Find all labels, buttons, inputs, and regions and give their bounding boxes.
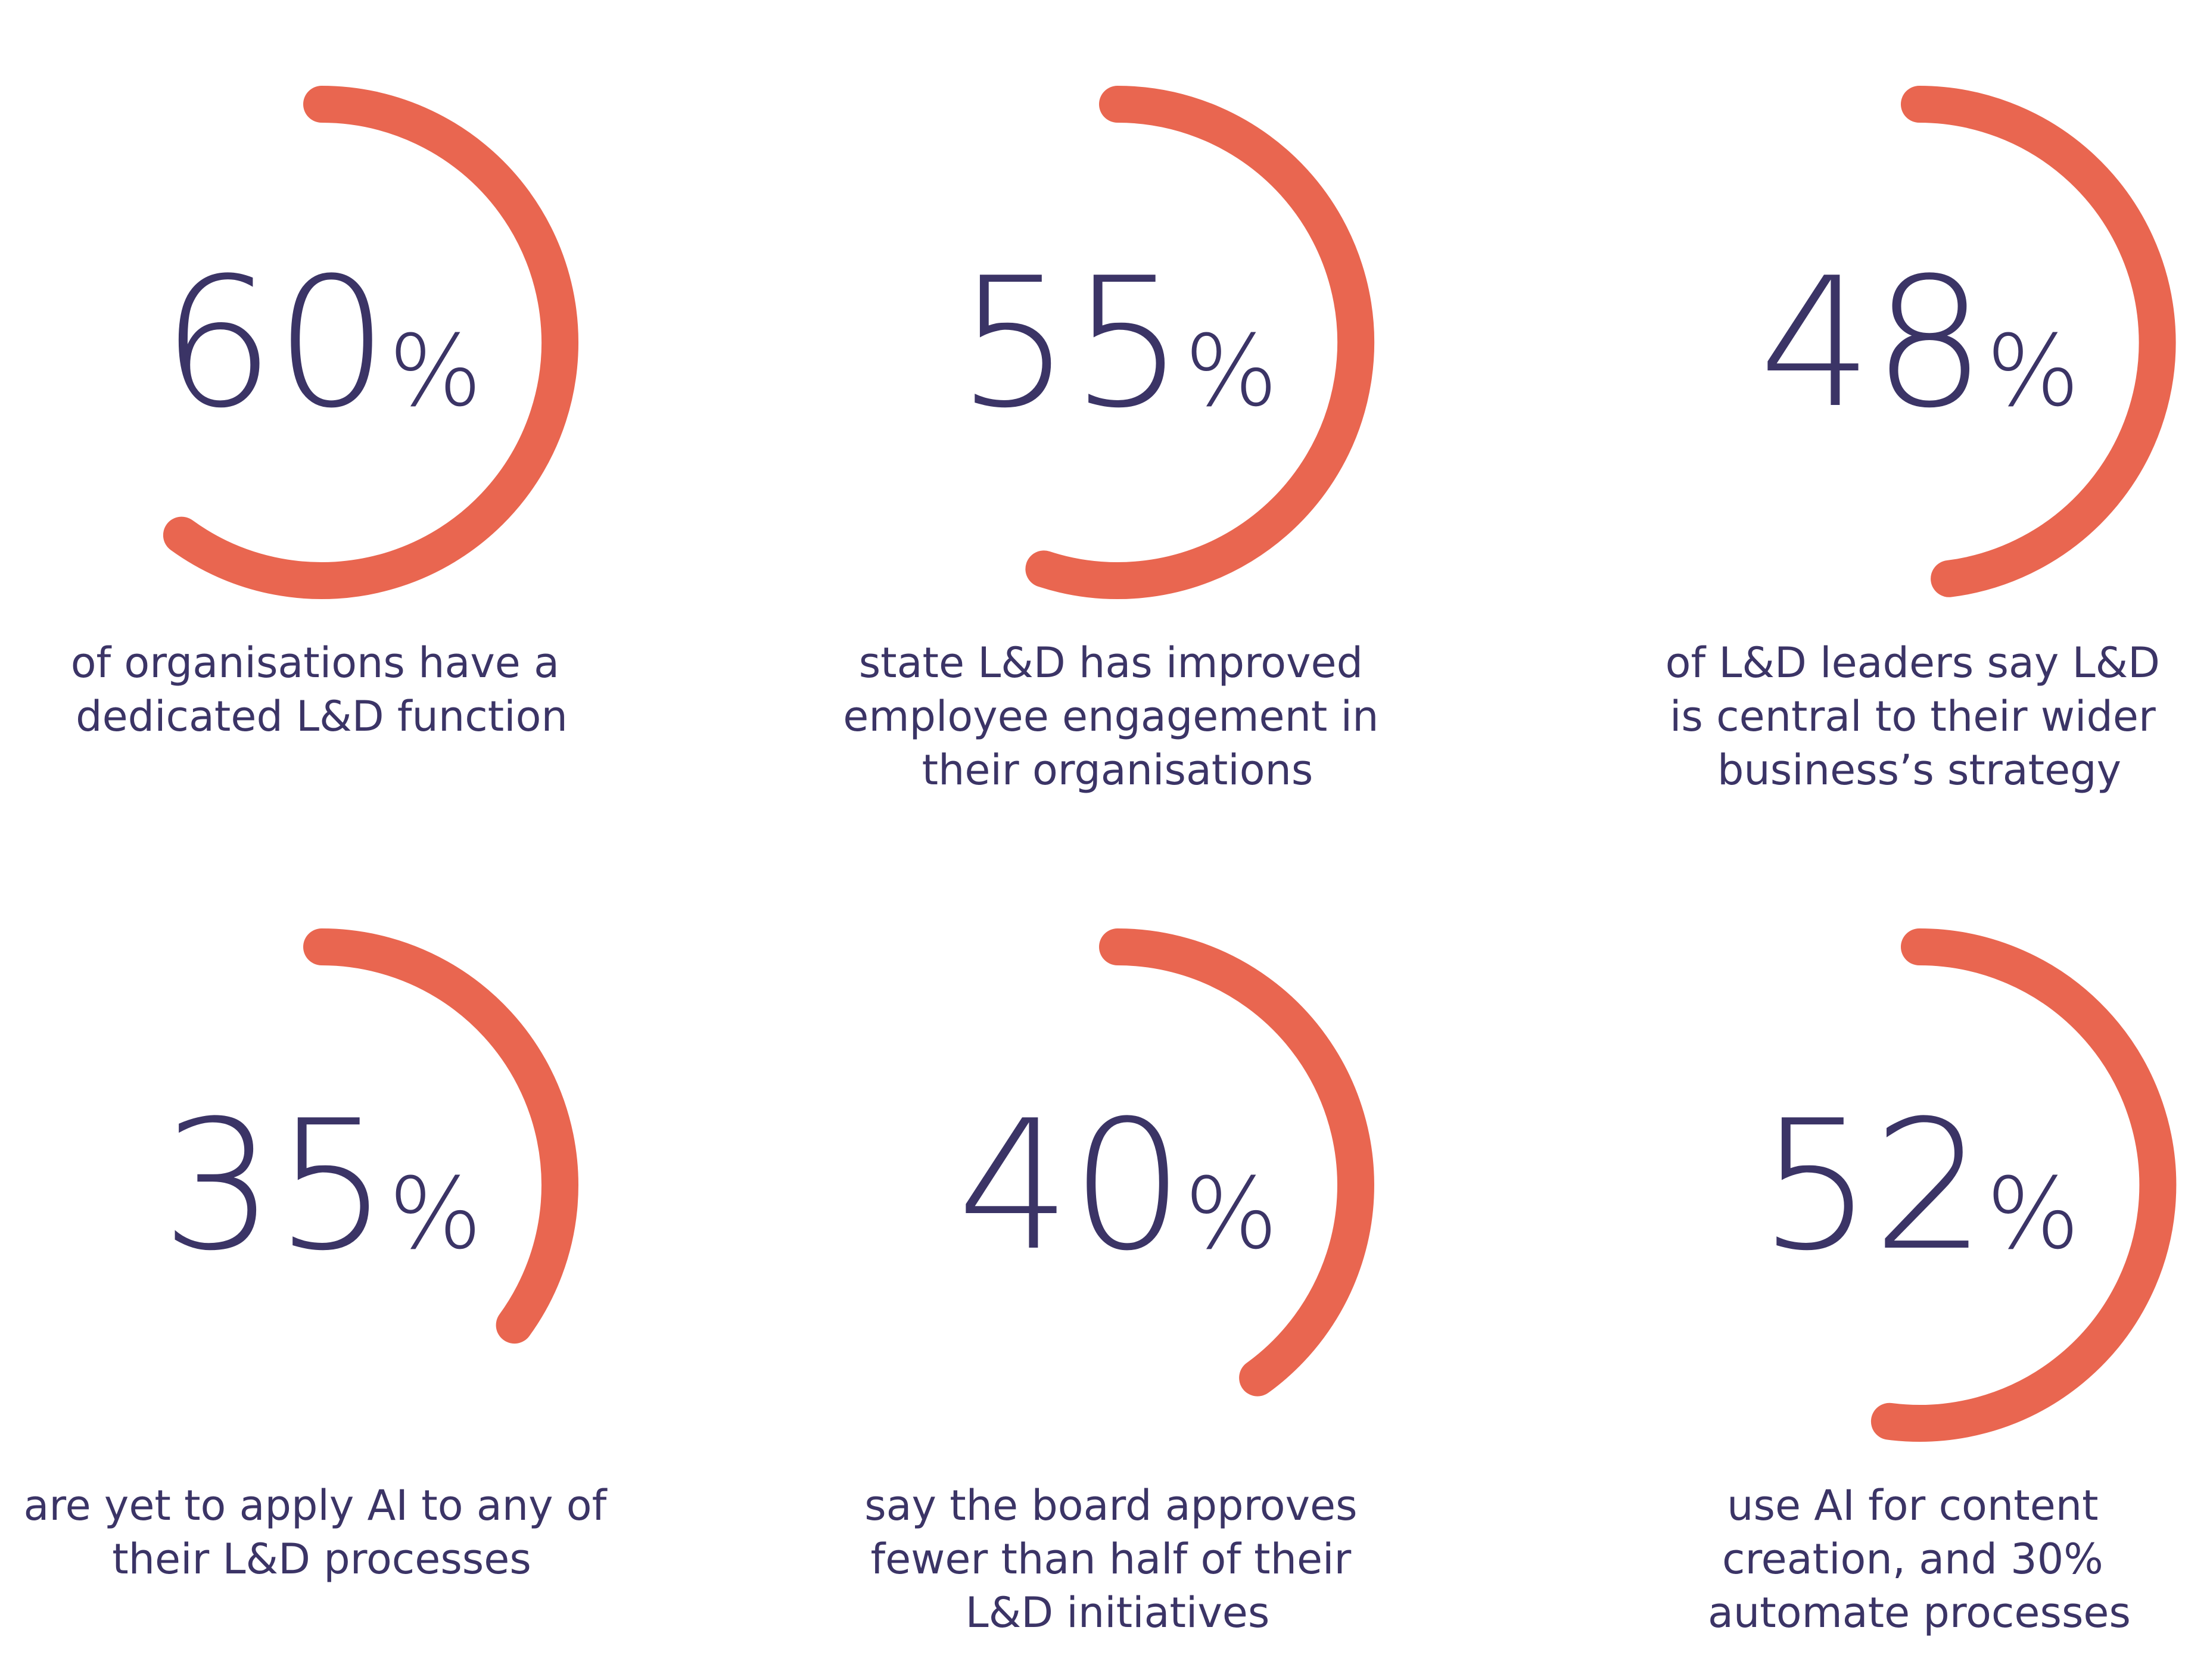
stat-caption-2: state L&D has improved employee engageme… [843, 638, 1392, 794]
progress-arc-5 [1099, 928, 1374, 1397]
caption-line: their L&D processes [112, 1535, 531, 1584]
caption-line: employee engagement in [843, 692, 1378, 741]
stat-value-5: 40 [957, 1082, 1185, 1290]
stat-value-6: 52 [1759, 1082, 1987, 1290]
caption-line: creation, and 30% [1722, 1535, 2103, 1584]
stat-percent-1: % [388, 314, 482, 428]
stat-percent-5: % [1184, 1157, 1278, 1271]
stat-card-3: 48% of L&D leaders say L&D is central to… [1666, 86, 2176, 794]
caption-line: of organisations have a [71, 638, 559, 687]
stat-card-1: 60% of organisations have a dedicated L&… [71, 86, 579, 741]
caption-line: say the board approves [864, 1481, 1357, 1530]
stat-number-2: 55% [957, 239, 1278, 447]
progress-arc-2 [1025, 86, 1375, 599]
stat-caption-5: say the board approves fewer than half o… [864, 1481, 1371, 1637]
stat-value-1: 60 [161, 239, 389, 447]
stat-caption-6: use AI for content creation, and 30% aut… [1708, 1481, 2131, 1637]
stat-percent-3: % [1986, 314, 2080, 428]
caption-line: are yet to apply AI to any of [23, 1481, 607, 1530]
stat-card-6: 52% use AI for content creation, and 30%… [1708, 928, 2177, 1637]
caption-line: is central to their wider [1670, 692, 2156, 741]
stat-number-1: 60% [161, 239, 483, 447]
stat-card-5: 40% say the board approves fewer than ha… [864, 928, 1374, 1637]
caption-line: of L&D leaders say L&D [1666, 638, 2160, 687]
stat-number-6: 52% [1759, 1082, 2080, 1290]
caption-line: fewer than half of their [870, 1535, 1351, 1584]
stat-caption-3: of L&D leaders say L&D is central to the… [1666, 638, 2174, 794]
progress-arc-6 [1870, 928, 2177, 1442]
stat-number-5: 40% [957, 1082, 1278, 1290]
stat-percent-2: % [1184, 314, 1278, 428]
caption-line: state L&D has improved [859, 638, 1363, 687]
stat-value-4: 35 [161, 1082, 389, 1290]
caption-line: their organisations [922, 746, 1313, 794]
caption-line: dedicated L&D function [76, 692, 568, 741]
caption-line: automate processes [1708, 1588, 2131, 1637]
progress-arc-3 [1901, 86, 2176, 597]
caption-line: use AI for content [1727, 1481, 2098, 1530]
caption-line: L&D initiatives [966, 1588, 1270, 1637]
stat-caption-4: are yet to apply AI to any of their L&D … [23, 1481, 620, 1584]
stat-percent-6: % [1986, 1157, 2080, 1271]
caption-line: business’s strategy [1717, 746, 2121, 794]
stat-number-4: 35% [161, 1082, 483, 1290]
progress-arc-1 [163, 86, 579, 599]
progress-arc-4 [303, 928, 578, 1344]
stat-value-3: 48 [1759, 239, 1987, 447]
stat-percent-4: % [388, 1157, 482, 1271]
stat-card-4: 35% are yet to apply AI to any of their … [23, 928, 620, 1584]
stat-card-2: 55% state L&D has improved employee enga… [843, 86, 1392, 794]
stat-caption-1: of organisations have a dedicated L&D fu… [71, 638, 573, 741]
stat-value-2: 55 [957, 239, 1185, 447]
stat-number-3: 48% [1759, 239, 2080, 447]
